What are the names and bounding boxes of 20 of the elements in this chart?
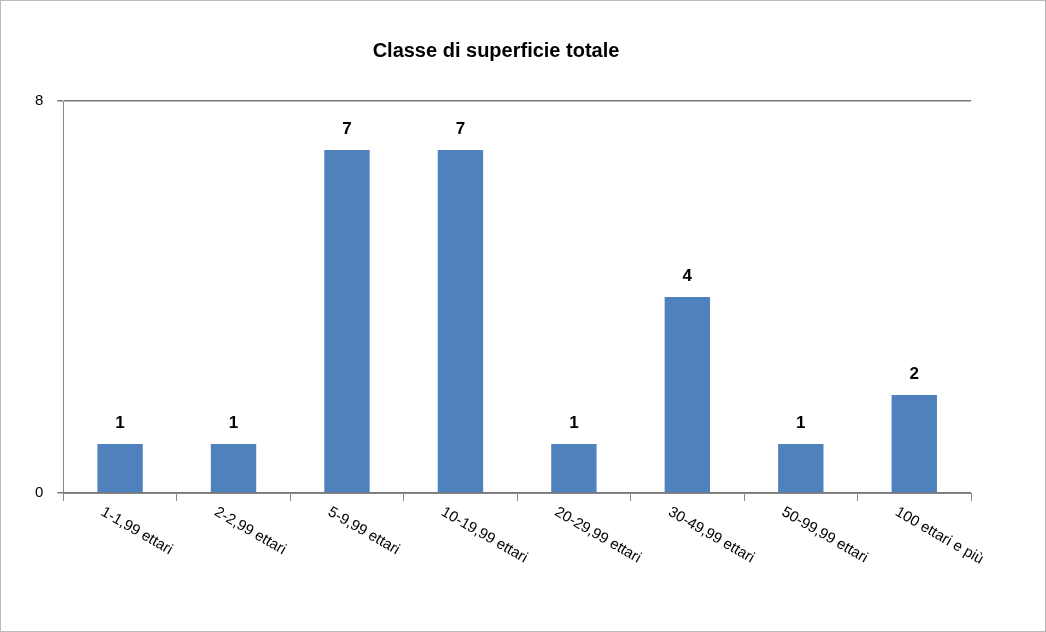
- data-label: 1: [228, 413, 239, 433]
- data-label: 1: [569, 413, 579, 433]
- bar: [97, 444, 143, 493]
- bar: [551, 444, 597, 493]
- data-label: 1: [115, 413, 125, 433]
- bar: [437, 150, 484, 493]
- chart-title: Classe di superficie totale: [372, 38, 620, 61]
- data-label: 7: [342, 119, 352, 139]
- data-label: 4: [682, 266, 693, 286]
- data-label: 1: [796, 413, 806, 433]
- data-label: 2: [909, 364, 920, 384]
- data-label: 7: [455, 119, 466, 139]
- x-tick-label: 100 ettari e più: [892, 502, 988, 567]
- bar: [891, 395, 937, 493]
- y-tick-label: 8: [35, 91, 44, 109]
- bar: [324, 150, 370, 493]
- bar: [210, 444, 257, 493]
- bar: [664, 297, 711, 493]
- bar: [778, 444, 824, 493]
- y-tick-label: 0: [35, 483, 44, 501]
